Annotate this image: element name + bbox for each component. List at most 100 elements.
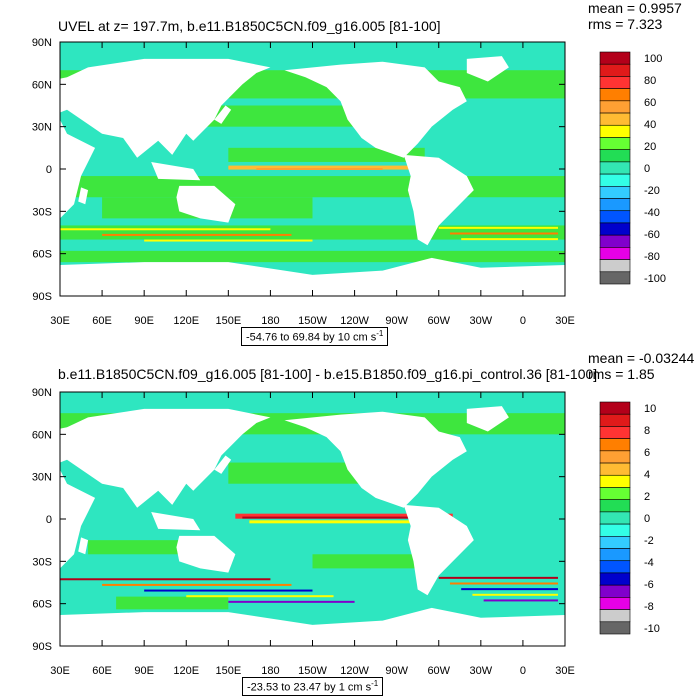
colorbar-segment [599, 247, 631, 260]
colorbar-segment [599, 560, 631, 574]
colorbar-label: -40 [644, 207, 660, 219]
landmass [284, 411, 467, 508]
southern-streak [461, 238, 558, 241]
colorbar-segment [599, 572, 631, 586]
colorbar-segment [599, 100, 631, 114]
y-tick-label: 90S [32, 641, 52, 653]
landmass [17, 408, 271, 508]
x-tick-label: 60W [427, 315, 450, 327]
landmass [176, 185, 236, 223]
jet-streak [256, 168, 383, 170]
colorbar-label: -2 [644, 535, 654, 547]
y-tick-label: 60S [32, 599, 52, 611]
landmass [466, 56, 509, 82]
landmass [176, 535, 236, 573]
colorbar-segment [599, 450, 631, 464]
colorbar-segment [599, 112, 631, 126]
landmass [151, 161, 201, 181]
colorbar-segment [599, 462, 631, 476]
colorbar-segment [599, 149, 631, 163]
panel-1-map: 90N 60N 30N 0 30S 60S 90S 30E 60E 90E 120E 150E 180 1… [0, 37, 667, 327]
y-tick-label: 30S [32, 556, 52, 568]
colorbar-label: 2 [644, 491, 650, 503]
panel-2-title: b.e11.B1850C5CN.f09_g16.005 [81-100] - b… [58, 366, 598, 382]
colorbar-label: -10 [644, 623, 660, 635]
colorbar-label: 100 [644, 53, 662, 65]
flow-band [228, 147, 425, 162]
y-tick-label: 90N [32, 37, 52, 49]
flow-band [88, 540, 201, 555]
y-tick-label: 0 [46, 164, 52, 176]
southern-streak [228, 600, 355, 603]
flow-band [60, 176, 565, 198]
panel-1-range-text: -54.76 to 69.84 by 10 cm s [246, 331, 377, 344]
colorbar-segment [599, 609, 631, 623]
colorbar-label: 20 [644, 141, 656, 153]
southern-streak [60, 578, 271, 581]
colorbar-segment [599, 271, 631, 285]
x-tick-label: 30W [470, 665, 493, 677]
jet-streak [249, 520, 439, 524]
x-tick-label: 60W [427, 665, 450, 677]
y-tick-label: 0 [46, 514, 52, 526]
colorbar-label: -80 [644, 251, 660, 263]
x-tick-label: 180 [261, 315, 279, 327]
southern-streak [60, 228, 271, 231]
x-tick-label: 60E [92, 315, 112, 327]
colorbar-segment [599, 51, 631, 65]
colorbar-segment [599, 536, 631, 549]
x-tick-label: 30E [50, 315, 70, 327]
colorbar-segment [599, 198, 631, 212]
colorbar-label: 80 [644, 75, 656, 87]
colorbar-segment [599, 511, 631, 525]
x-tick-label: 150E [215, 665, 241, 677]
panel-1-mean: mean = 0.9957 [588, 0, 682, 16]
colorbar-segment [599, 584, 631, 598]
colorbar-segment [599, 173, 631, 187]
x-tick-label: 30W [470, 315, 493, 327]
colorbar-label: -4 [644, 557, 654, 569]
landmass [403, 504, 474, 596]
southern-streak [472, 593, 558, 596]
x-tick-label: 120W [340, 315, 369, 327]
colorbar-label: -6 [644, 579, 654, 591]
southern-streak [102, 233, 292, 236]
southern-streak [461, 588, 558, 591]
y-tick-label: 30S [32, 206, 52, 218]
colorbar-segment [599, 210, 631, 224]
x-tick-label: 0 [520, 315, 526, 327]
landmass [60, 257, 565, 296]
y-tick-label: 60N [32, 79, 52, 91]
landmass [78, 537, 89, 555]
x-tick-label: 120W [340, 665, 369, 677]
colorbar-segment [599, 438, 631, 452]
colorbar-segment [599, 124, 631, 138]
colorbar-segment [599, 76, 631, 89]
landmass [284, 61, 467, 158]
panel-2-map: 90N 60N 30N 0 30S 60S 90S 30E 60E 90E 120E 150E 180 1… [0, 387, 660, 677]
x-tick-label: 120E [173, 315, 199, 327]
colorbar-label: 0 [644, 163, 650, 175]
x-tick-label: 0 [520, 665, 526, 677]
southern-streak [438, 226, 558, 229]
southern-streak [483, 599, 558, 602]
x-tick-label: 30E [555, 315, 575, 327]
jet-streak [242, 516, 411, 519]
colorbar-segment [599, 413, 631, 427]
colorbar-label: 60 [644, 97, 656, 109]
colorbar-label: 6 [644, 447, 650, 459]
colorbar-segment [599, 88, 631, 102]
colorbar-label: 10 [644, 403, 656, 415]
colorbar-segment [599, 63, 631, 77]
southern-streak [102, 583, 292, 586]
y-tick-label: 30N [32, 122, 52, 134]
landmass [151, 511, 201, 531]
landmass [78, 187, 89, 205]
x-tick-label: 90E [134, 665, 154, 677]
colorbar-label: -100 [644, 273, 666, 285]
x-tick-label: 150E [215, 315, 241, 327]
x-tick-label: 150W [298, 315, 327, 327]
jet-streak [228, 165, 425, 170]
x-tick-label: 30E [50, 665, 70, 677]
landmass [0, 116, 96, 219]
